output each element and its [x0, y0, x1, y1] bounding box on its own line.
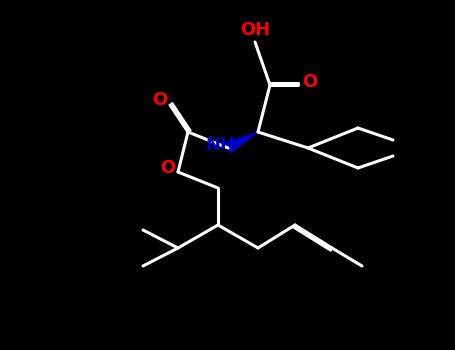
Text: NH: NH	[205, 136, 235, 154]
Text: OH: OH	[240, 21, 270, 39]
Text: O: O	[303, 73, 318, 91]
Polygon shape	[225, 132, 258, 153]
Text: O: O	[160, 159, 176, 177]
Text: O: O	[152, 91, 167, 109]
